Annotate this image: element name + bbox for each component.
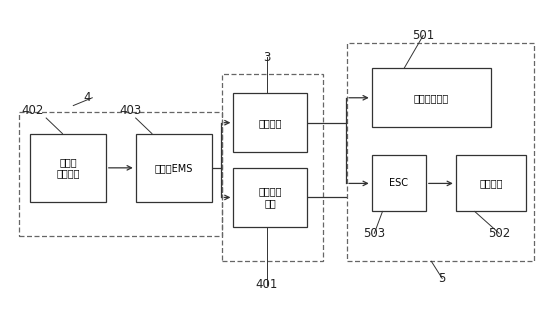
Text: 4: 4 [83, 91, 90, 104]
Text: 403: 403 [119, 104, 141, 117]
Bar [30, 133, 106, 202]
Text: 预紧式安全带: 预紧式安全带 [414, 93, 449, 103]
Text: 402: 402 [21, 104, 44, 117]
Bar [136, 133, 212, 202]
Bar [372, 155, 426, 211]
Text: 502: 502 [488, 227, 510, 240]
Text: 5: 5 [438, 272, 446, 285]
Bar [456, 155, 526, 211]
Text: 制动系统: 制动系统 [480, 178, 503, 188]
Text: 发动机EMS: 发动机EMS [155, 163, 193, 173]
Bar [233, 93, 306, 152]
Bar [19, 112, 222, 236]
Bar [372, 68, 491, 127]
Bar [222, 74, 323, 261]
Bar [233, 168, 306, 227]
Text: 信号指示
仪表: 信号指示 仪表 [258, 187, 282, 208]
Text: 前方雷达: 前方雷达 [258, 118, 282, 128]
Text: 方向盘
功能按键: 方向盘 功能按键 [56, 157, 79, 179]
Text: 503: 503 [363, 227, 385, 240]
Text: 3: 3 [263, 51, 271, 64]
Text: 501: 501 [412, 29, 435, 42]
Text: 401: 401 [256, 278, 278, 291]
Bar [347, 43, 534, 261]
Text: ESC: ESC [389, 178, 408, 188]
